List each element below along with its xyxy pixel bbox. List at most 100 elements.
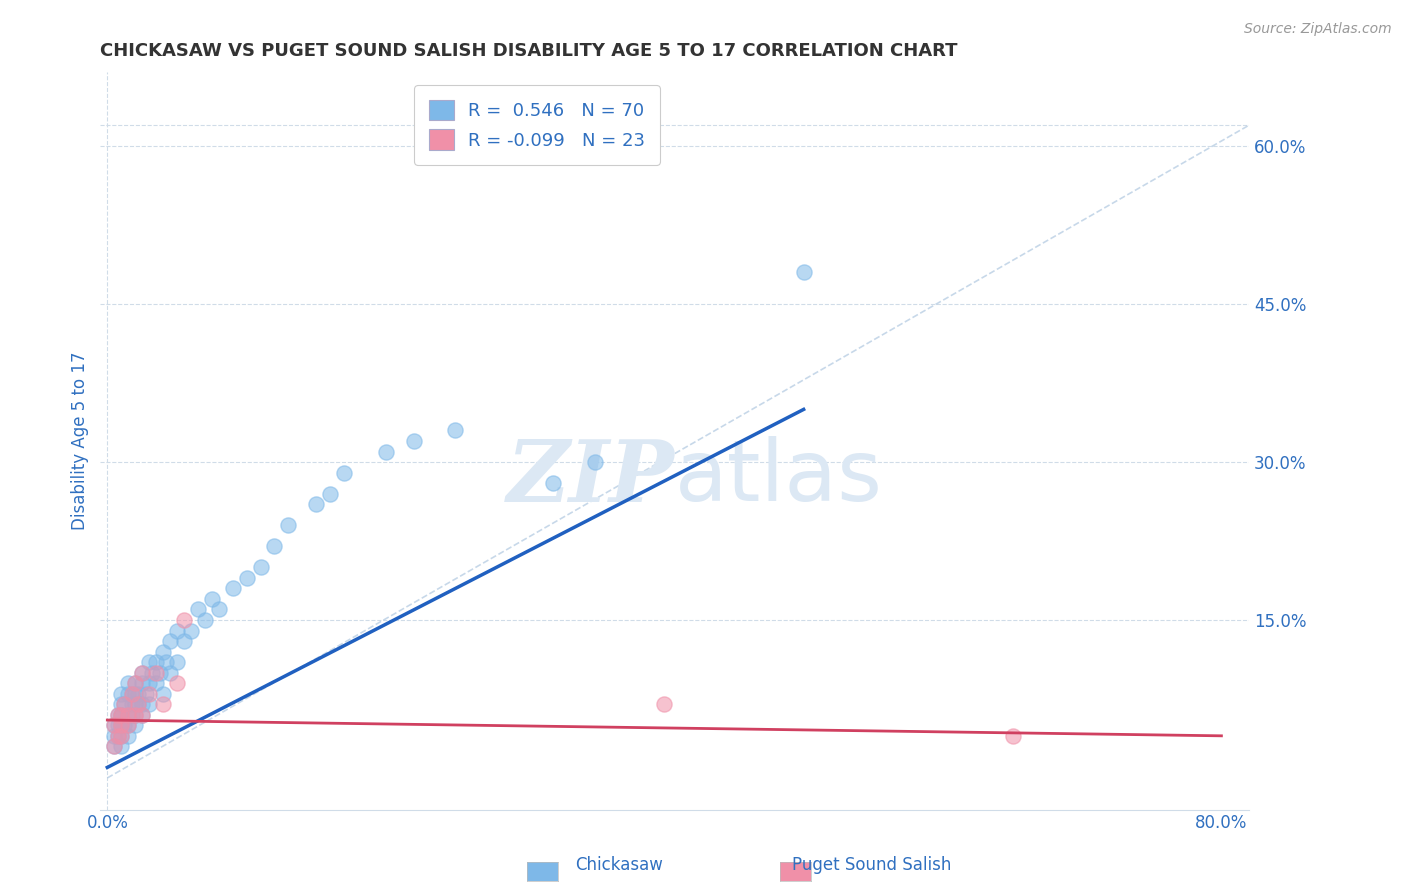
Text: Source: ZipAtlas.com: Source: ZipAtlas.com	[1244, 22, 1392, 37]
Point	[117, 707, 139, 722]
Point	[107, 707, 129, 722]
Point	[187, 602, 209, 616]
Point	[173, 634, 195, 648]
Point	[152, 687, 174, 701]
Point	[793, 265, 815, 279]
Point	[152, 644, 174, 658]
Point	[112, 718, 135, 732]
Point	[124, 698, 146, 712]
Point	[145, 665, 167, 680]
Point	[124, 687, 146, 701]
Point	[110, 739, 132, 754]
Point	[117, 718, 139, 732]
Point	[117, 718, 139, 732]
Point	[110, 707, 132, 722]
Point	[131, 698, 153, 712]
Point	[138, 676, 160, 690]
Point	[180, 624, 202, 638]
Point	[152, 698, 174, 712]
Point	[103, 718, 125, 732]
Point	[127, 698, 149, 712]
Point	[208, 602, 231, 616]
Point	[159, 665, 181, 680]
Point	[138, 698, 160, 712]
Point	[319, 486, 342, 500]
Point	[131, 707, 153, 722]
Point	[110, 698, 132, 712]
Point	[166, 676, 188, 690]
Point	[135, 687, 157, 701]
Point	[110, 718, 132, 732]
Point	[131, 707, 153, 722]
Point	[141, 665, 163, 680]
Point	[221, 582, 243, 596]
Point	[333, 466, 356, 480]
Point	[110, 729, 132, 743]
Point	[201, 591, 224, 606]
Point	[121, 707, 143, 722]
Point	[117, 687, 139, 701]
Point	[374, 444, 396, 458]
Point	[173, 613, 195, 627]
Point	[444, 424, 467, 438]
Text: Puget Sound Salish: Puget Sound Salish	[792, 856, 952, 874]
Point	[124, 676, 146, 690]
Point	[159, 634, 181, 648]
Point	[131, 665, 153, 680]
Point	[117, 676, 139, 690]
Point	[110, 718, 132, 732]
Point	[124, 707, 146, 722]
Point	[107, 729, 129, 743]
Point	[654, 698, 676, 712]
Y-axis label: Disability Age 5 to 17: Disability Age 5 to 17	[72, 351, 89, 530]
Point	[121, 698, 143, 712]
Point	[127, 698, 149, 712]
Point	[110, 729, 132, 743]
Point	[107, 718, 129, 732]
Legend: R =  0.546   N = 70, R = -0.099   N = 23: R = 0.546 N = 70, R = -0.099 N = 23	[415, 85, 659, 165]
Point	[112, 698, 135, 712]
Point	[263, 539, 285, 553]
Point	[149, 665, 172, 680]
Point	[121, 687, 143, 701]
Text: atlas: atlas	[675, 436, 883, 519]
Point	[194, 613, 217, 627]
Point	[1001, 729, 1024, 743]
Point	[117, 729, 139, 743]
Point	[110, 687, 132, 701]
Point	[131, 665, 153, 680]
Point	[124, 718, 146, 732]
Point	[112, 698, 135, 712]
Point	[127, 687, 149, 701]
Point	[103, 729, 125, 743]
Point	[166, 624, 188, 638]
Text: ZIP: ZIP	[508, 436, 675, 519]
Text: Chickasaw: Chickasaw	[575, 856, 662, 874]
Point	[277, 518, 299, 533]
Point	[131, 676, 153, 690]
Point	[121, 687, 143, 701]
Point	[138, 655, 160, 669]
Point	[124, 676, 146, 690]
Point	[583, 455, 606, 469]
Point	[107, 729, 129, 743]
Point	[402, 434, 425, 448]
Point	[124, 707, 146, 722]
Point	[110, 707, 132, 722]
Point	[110, 718, 132, 732]
Point	[117, 707, 139, 722]
Point	[103, 739, 125, 754]
Point	[541, 476, 564, 491]
Point	[103, 718, 125, 732]
Point	[107, 707, 129, 722]
Point	[235, 571, 257, 585]
Point	[103, 739, 125, 754]
Point	[138, 687, 160, 701]
Point	[145, 676, 167, 690]
Point	[249, 560, 271, 574]
Text: CHICKASAW VS PUGET SOUND SALISH DISABILITY AGE 5 TO 17 CORRELATION CHART: CHICKASAW VS PUGET SOUND SALISH DISABILI…	[100, 42, 957, 60]
Point	[145, 655, 167, 669]
Point	[155, 655, 177, 669]
Point	[110, 707, 132, 722]
Point	[305, 497, 328, 511]
